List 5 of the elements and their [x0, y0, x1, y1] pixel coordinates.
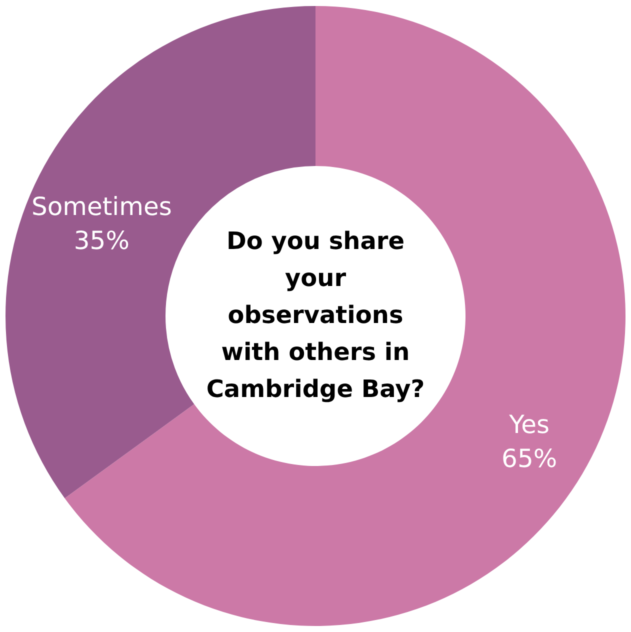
- text: Do you share your observations with others in Cambridge Bay?: [206, 227, 425, 403]
- slice-label: Yes: [508, 410, 550, 439]
- data-label: 65%: [502, 444, 558, 473]
- data-label: 35%: [74, 226, 130, 256]
- slice-label: Sometimes: [31, 192, 172, 222]
